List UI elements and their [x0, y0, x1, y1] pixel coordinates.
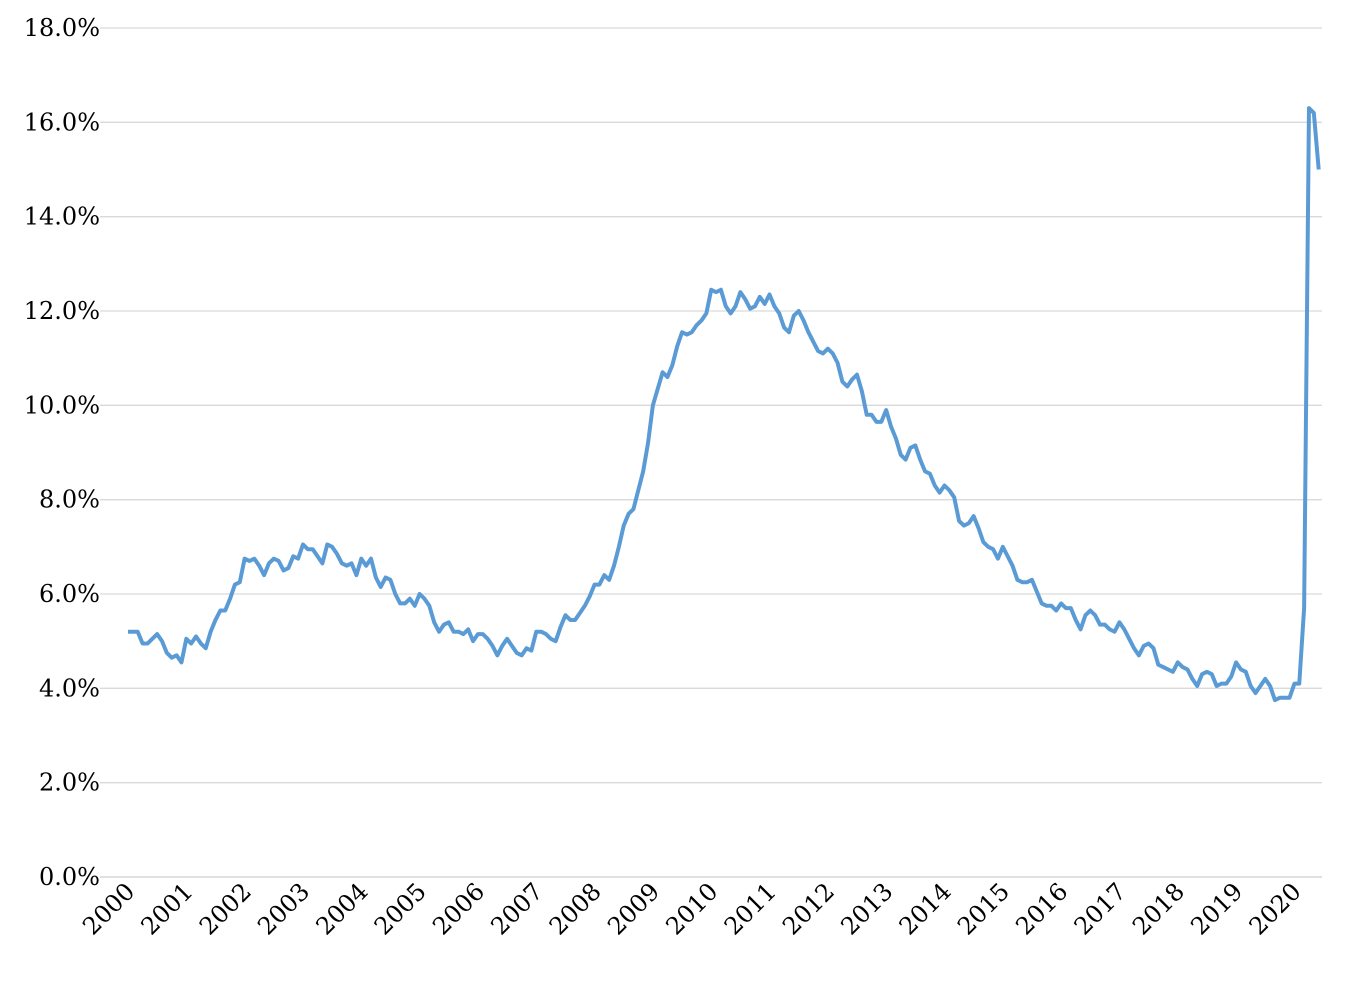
x-tick-label: 2018 [1127, 877, 1190, 940]
y-tick-label: 16.0% [24, 108, 100, 136]
x-tick-label: 2003 [252, 877, 315, 940]
x-tick-label: 2010 [660, 877, 723, 940]
x-tick-label: 2015 [952, 877, 1015, 940]
x-tick-label: 2007 [485, 877, 548, 940]
y-tick-label: 2.0% [39, 769, 100, 797]
x-tick-label: 2011 [719, 877, 782, 940]
x-tick-label: 2019 [1185, 877, 1248, 940]
y-tick-label: 12.0% [24, 297, 100, 325]
x-tick-label: 2004 [311, 877, 374, 940]
x-tick-label: 2012 [777, 877, 840, 940]
y-tick-label: 4.0% [39, 674, 100, 702]
x-tick-label: 2016 [1010, 877, 1073, 940]
y-tick-label: 6.0% [39, 580, 100, 608]
x-tick-label: 2013 [835, 877, 898, 940]
x-tick-label: 2002 [194, 877, 257, 940]
x-tick-label: 2005 [369, 877, 432, 940]
x-tick-label: 2014 [894, 877, 957, 940]
x-tick-label: 2017 [1069, 877, 1132, 940]
y-tick-label: 18.0% [24, 14, 100, 42]
x-tick-label: 2006 [427, 877, 490, 940]
x-tick-label: 2001 [136, 877, 199, 940]
x-tick-label: 2008 [544, 877, 607, 940]
y-tick-label: 14.0% [24, 203, 100, 231]
data-line [128, 106, 1321, 703]
y-tick-label: 8.0% [39, 486, 100, 514]
x-tick-label: 2009 [602, 877, 665, 940]
y-tick-label: 0.0% [39, 863, 100, 891]
y-tick-label: 10.0% [24, 391, 100, 419]
x-tick-label: 2020 [1244, 877, 1307, 940]
